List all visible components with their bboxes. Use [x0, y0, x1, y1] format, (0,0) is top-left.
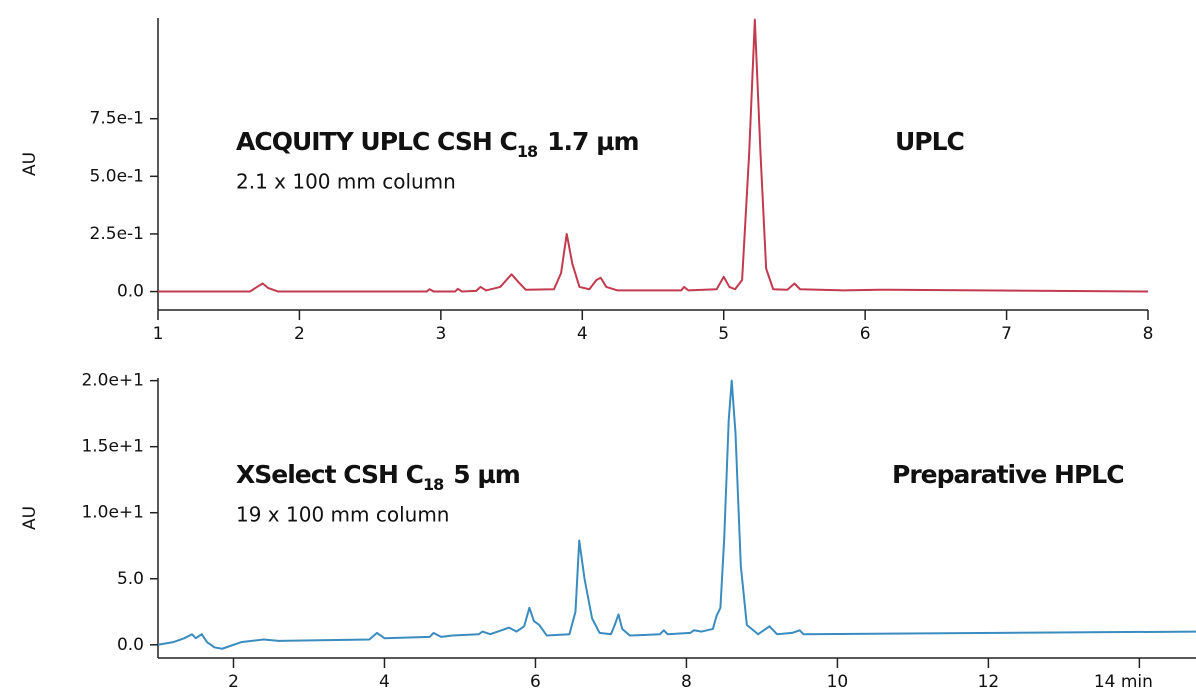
y-tick-label: 5.0e-1 [90, 166, 144, 186]
technique-label: Preparative HPLC [892, 460, 1124, 489]
chromatogram-line [157, 379, 1196, 650]
y-tick-label: 1.5e+1 [81, 437, 144, 457]
x-tick-label: 4 [577, 324, 588, 344]
x-tick-label: 3 [435, 324, 446, 344]
column-dimensions: 19 x 100 mm column [236, 503, 449, 527]
x-tick-label: 1 [153, 324, 164, 344]
x-tick-label: 2 [228, 672, 239, 692]
x-tick-label: 12 [978, 672, 1000, 692]
technique-label: UPLC [895, 127, 964, 156]
chromatogram-line [158, 18, 1149, 293]
subscript: 18 [423, 475, 444, 494]
column-name: ACQUITY UPLC CSH C [236, 127, 517, 156]
y-axis-label: AU [20, 152, 40, 176]
x-tick-label: 7 [1001, 324, 1012, 344]
x-tick-label: 6 [860, 324, 871, 344]
column-dimensions: 2.1 x 100 mm column [236, 170, 456, 194]
y-tick-label: 0.0 [117, 635, 144, 655]
x-tick-label: 5 [718, 324, 729, 344]
column-title: ACQUITY UPLC CSH C18 1.7 µm [236, 127, 639, 161]
x-tick-label: 8 [681, 672, 692, 692]
column-title: XSelect CSH C18 5 µm [236, 460, 520, 494]
y-tick-label: 5.0 [117, 569, 144, 589]
x-tick-label: 2 [294, 324, 305, 344]
column-name: XSelect CSH C [236, 460, 423, 489]
particle-size: 5 µm [453, 460, 520, 489]
x-tick-label: 4 [379, 672, 390, 692]
y-tick-label: 7.5e-1 [90, 109, 144, 129]
y-axis-label: AU [20, 506, 40, 530]
y-tick-label: 1.0e+1 [81, 503, 144, 523]
x-tick-label: 8 [1143, 324, 1154, 344]
subscript: 18 [517, 142, 538, 161]
y-tick-label: 2.5e-1 [90, 224, 144, 244]
x-tick-label: 10 [827, 672, 849, 692]
particle-size: 1.7 µm [547, 127, 638, 156]
y-tick-label: 0.0 [117, 282, 144, 302]
x-tick-label: 6 [530, 672, 541, 692]
y-tick-label: 2.0e+1 [81, 371, 144, 391]
x-tick-label: 14 min [1094, 672, 1153, 692]
